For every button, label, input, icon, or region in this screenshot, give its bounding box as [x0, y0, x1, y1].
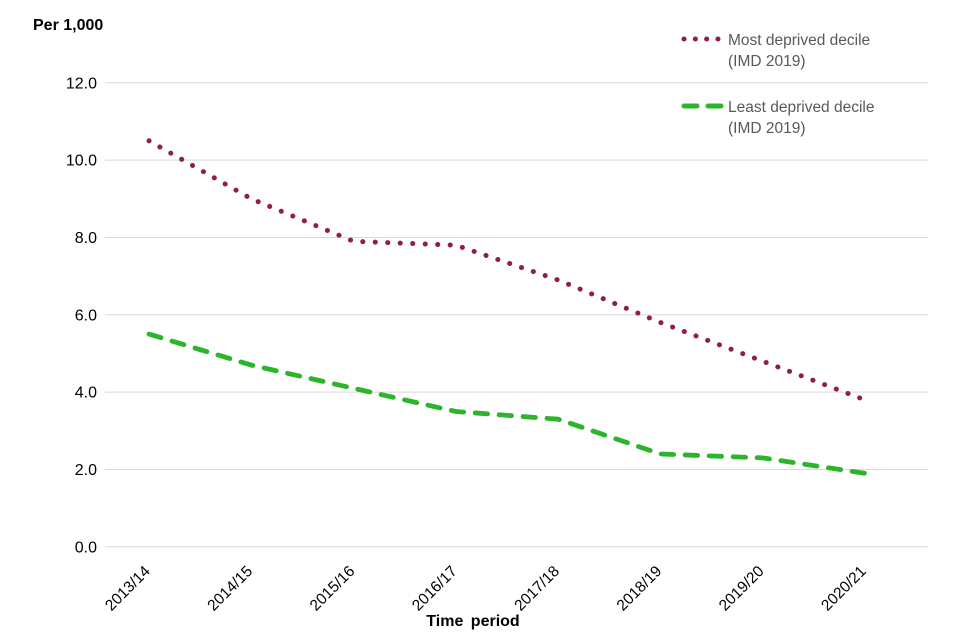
- y-tick-label: 2.0: [75, 462, 97, 479]
- series-line-most-deprived-decile: [146, 138, 868, 403]
- legend-item-least-deprived-decile: Least deprived decile (IMD 2019): [681, 99, 875, 137]
- x-tick-label: 2017/18: [511, 563, 563, 615]
- x-tick-label: 2016/17: [409, 563, 461, 615]
- y-axis-unit-label: Per 1,000: [33, 17, 103, 34]
- series-lines: [146, 138, 868, 476]
- legend-label-least-deprived-decile: Least deprived decile (IMD 2019): [728, 99, 875, 137]
- y-tick-label: 6.0: [75, 307, 97, 324]
- x-tick-label: 2019/20: [716, 563, 768, 615]
- x-tick-label: 2015/16: [307, 563, 359, 615]
- x-axis-title: Time period: [426, 613, 519, 630]
- x-tick-label: 2018/19: [614, 563, 666, 615]
- x-tick-label: 2020/21: [818, 563, 870, 615]
- series-line-least-deprived-decile: [146, 331, 868, 476]
- y-tick-label: 12.0: [66, 75, 97, 92]
- x-tick-label: 2014/15: [204, 563, 256, 615]
- legend-label-most-deprived-decile: Most deprived decile (IMD 2019): [728, 32, 870, 70]
- y-tick-label: 10.0: [66, 153, 97, 170]
- x-tick-label: 2013/14: [102, 563, 154, 615]
- y-tick-label: 8.0: [75, 230, 97, 247]
- y-tick-label: 0.0: [75, 539, 97, 556]
- gridlines: [105, 82, 928, 548]
- legend-item-most-deprived-decile: Most deprived decile (IMD 2019): [681, 32, 870, 70]
- x-axis-tick-labels: 2013/14 2014/15 2015/16 2016/17 2017/18 2018/…: [102, 563, 870, 615]
- y-axis-tick-labels: 0.0 2.0 4.0 6.0 8.0 10.0 12.0: [66, 75, 97, 556]
- legend: Most deprived decile (IMD 2019) Least depr…: [681, 32, 875, 137]
- y-tick-label: 4.0: [75, 385, 97, 402]
